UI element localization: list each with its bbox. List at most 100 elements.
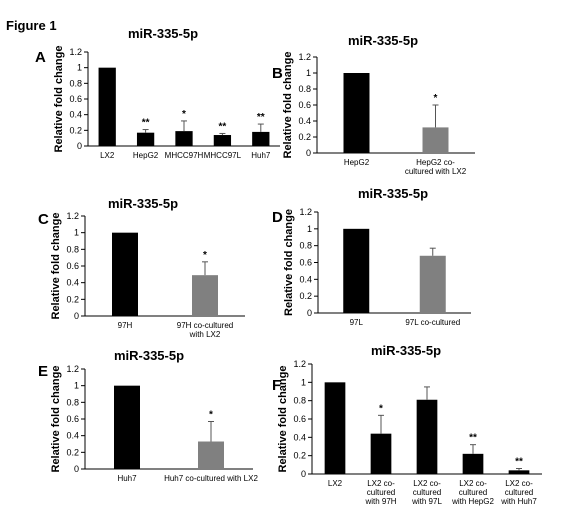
bar-2 [136, 132, 155, 146]
y-tick-label: 1.2 [298, 52, 311, 62]
bar-5 [252, 131, 270, 146]
y-tick-label: 0.8 [299, 241, 312, 251]
y-tick-label: 0.4 [299, 274, 312, 284]
panel-letter: C [38, 211, 49, 228]
x-category-label: 97H co-cultured [177, 321, 233, 330]
significance-label-2: ** [142, 118, 150, 129]
bar-1 [98, 67, 116, 146]
x-category-label: cultured [505, 488, 533, 497]
chart-title: miR-335-5p [108, 196, 178, 211]
y-tick-label: 0.4 [66, 431, 79, 441]
y-tick-label: 0 [77, 141, 82, 151]
y-tick-label: 1.2 [69, 47, 82, 57]
chart-title: miR-335-5p [114, 348, 184, 363]
x-category-label: cultured [459, 488, 487, 497]
x-category-label: Huh7 [251, 151, 271, 160]
y-tick-label: 1.2 [66, 364, 79, 374]
y-tick-label: 0.6 [298, 100, 311, 110]
y-tick-label: 0.8 [298, 84, 311, 94]
x-category-label: with Huh7 [500, 497, 537, 506]
y-tick-label: 0.2 [69, 125, 82, 135]
x-category-label: HepG2 [133, 151, 159, 160]
y-tick-label: 1 [301, 377, 306, 387]
x-category-label: 97L co-cultured [405, 318, 460, 327]
chart-title: miR-335-5p [358, 186, 428, 201]
y-tick-label: 1 [306, 68, 311, 78]
y-tick-label: 0 [74, 311, 79, 321]
y-tick-label: 0.2 [66, 447, 79, 457]
x-category-label: MHCC97L [204, 151, 242, 160]
y-axis-label: Relative fold change [50, 213, 62, 320]
x-category-label: Huh7 co-cultured with LX2 [164, 474, 258, 483]
y-tick-label: 0.2 [299, 291, 312, 301]
panel-letter: A [35, 49, 46, 66]
chart-title: miR-335-5p [128, 26, 198, 41]
bar-4 [213, 135, 232, 146]
y-tick-label: 0.8 [66, 244, 79, 254]
panel-letter: D [272, 209, 283, 226]
significance-label-5: ** [515, 457, 523, 468]
panel-letter: E [38, 363, 48, 380]
x-category-label: LX2 [328, 479, 343, 488]
y-tick-label: 0.4 [293, 432, 306, 442]
y-tick-label: 0.6 [66, 261, 79, 271]
bar-1 [114, 385, 140, 469]
x-category-label: LX2 co- [459, 479, 487, 488]
x-category-label: cultured with LX2 [405, 167, 467, 176]
significance-label-4: ** [469, 433, 477, 444]
chart-title: miR-335-5p [348, 33, 418, 48]
y-tick-label: 1.2 [293, 359, 306, 369]
bar-2 [422, 127, 449, 153]
bar-1 [324, 382, 346, 474]
y-tick-label: 1 [307, 224, 312, 234]
significance-label-2: * [209, 410, 213, 421]
bar-2 [192, 275, 218, 316]
y-tick-label: 1 [74, 228, 79, 238]
y-tick-label: 1.2 [66, 211, 79, 221]
x-category-label: MHCC97H [165, 151, 204, 160]
y-tick-label: 0.6 [293, 414, 306, 424]
significance-label-5: ** [257, 112, 265, 123]
y-tick-label: 0 [74, 464, 79, 474]
bar-1 [343, 73, 370, 153]
bar-2 [370, 433, 392, 474]
significance-label-2: * [434, 93, 438, 104]
y-tick-label: 0.4 [66, 278, 79, 288]
significance-label-2: * [203, 250, 207, 261]
y-tick-label: 0.6 [299, 258, 312, 268]
bar-1 [343, 228, 370, 313]
bar-3 [416, 399, 438, 474]
x-category-label: HepG2 [344, 158, 370, 167]
y-axis-label: Relative fold change [53, 46, 65, 153]
y-tick-label: 1 [77, 63, 82, 73]
x-category-label: Huh7 [117, 474, 137, 483]
bar-2 [419, 255, 446, 313]
x-category-label: LX2 co- [413, 479, 441, 488]
x-category-label: with 97L [411, 497, 442, 506]
x-category-label: with LX2 [189, 330, 221, 339]
bar-3 [175, 131, 193, 146]
y-tick-label: 0.8 [293, 396, 306, 406]
figure-title: Figure 1 [6, 18, 57, 33]
x-category-label: 97L [350, 318, 364, 327]
x-category-label: 97H [118, 321, 133, 330]
y-tick-label: 0.4 [298, 116, 311, 126]
y-axis-label: Relative fold change [283, 209, 295, 316]
y-axis-label: Relative fold change [282, 52, 294, 159]
significance-label-4: ** [219, 121, 227, 132]
y-tick-label: 0.6 [66, 414, 79, 424]
y-tick-label: 0 [301, 469, 306, 479]
x-category-label: HepG2 co- [416, 158, 455, 167]
y-tick-label: 0.2 [66, 294, 79, 304]
panel-letter: F [272, 377, 281, 394]
y-tick-label: 1 [74, 381, 79, 391]
x-category-label: LX2 [100, 151, 115, 160]
y-tick-label: 0 [307, 308, 312, 318]
